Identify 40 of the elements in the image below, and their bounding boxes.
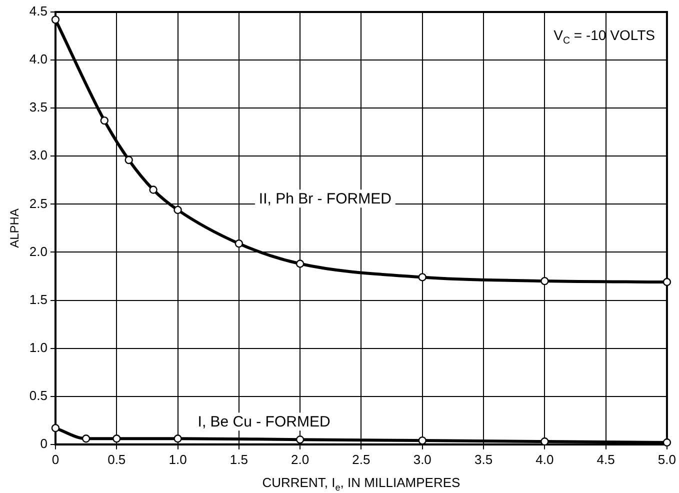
point [112,434,121,443]
y-tick-label: 0.5 [29,388,48,403]
y-tick-label: 1.0 [29,340,48,355]
point [51,16,60,24]
x-tick-label: 3.5 [474,452,493,467]
y-tick-label: 2.5 [29,196,48,211]
y-axis-title: ALPHA [8,208,22,248]
point [124,156,133,164]
y-tick-label: 0 [40,436,48,451]
y-tick-label: 2.0 [29,244,48,259]
x-tick-label: 0 [52,452,60,467]
point [662,438,672,447]
x-tick-label: 4.5 [596,452,615,467]
point [418,273,426,282]
y-tick-label: 4.5 [29,4,48,19]
x-tick-label: 1.0 [168,452,187,467]
x-tick-label: 4.0 [536,452,554,467]
x-tick-label: 5.0 [658,452,676,467]
point [540,276,549,286]
point [149,186,158,194]
x-tick-label: 2.0 [291,452,310,467]
point [296,260,304,268]
series-label: I, Be Cu - FORMED [198,414,330,431]
x-tick-label: 0.5 [108,452,126,467]
x-tick-label: 2.5 [352,452,370,467]
point [296,435,304,444]
y-tick-label: 3.0 [29,148,48,163]
x-tick-label: 1.5 [230,452,248,467]
y-tick-label: 3.5 [29,100,48,115]
point [51,424,60,432]
text: II, Ph Br - FORMED [258,190,392,208]
point [234,239,244,248]
point [82,434,90,443]
y-tick-label: 4.0 [29,52,48,67]
point [100,116,108,125]
point [174,434,182,443]
point [662,278,672,286]
y-tick-label: 1.5 [29,292,48,307]
x-tick-label: 3.0 [413,452,432,467]
point [174,206,182,214]
